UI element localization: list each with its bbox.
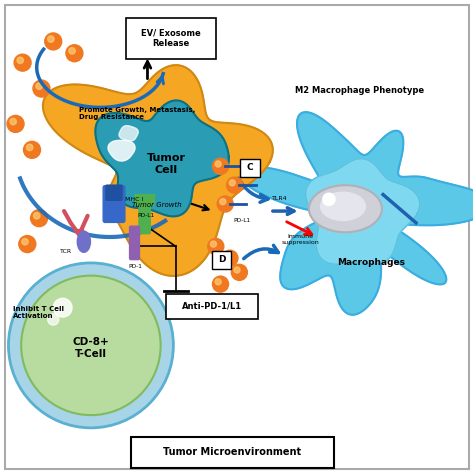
Circle shape xyxy=(227,177,243,193)
Circle shape xyxy=(24,141,40,158)
Circle shape xyxy=(45,33,62,50)
Circle shape xyxy=(210,241,217,247)
Text: Inhibit T Cell
Activation: Inhibit T Cell Activation xyxy=(13,306,64,319)
FancyBboxPatch shape xyxy=(5,5,469,469)
Circle shape xyxy=(10,118,17,125)
FancyBboxPatch shape xyxy=(106,185,122,200)
Circle shape xyxy=(323,193,335,205)
Circle shape xyxy=(22,238,28,245)
Circle shape xyxy=(33,80,50,97)
Polygon shape xyxy=(239,112,474,315)
Circle shape xyxy=(14,54,31,71)
Text: D: D xyxy=(218,255,225,264)
Polygon shape xyxy=(95,100,229,217)
Circle shape xyxy=(231,264,247,280)
Circle shape xyxy=(229,180,235,186)
Circle shape xyxy=(36,83,42,90)
Circle shape xyxy=(53,298,72,317)
Circle shape xyxy=(66,45,83,62)
Circle shape xyxy=(47,314,59,325)
FancyBboxPatch shape xyxy=(103,186,125,222)
FancyBboxPatch shape xyxy=(129,226,139,260)
Text: Immune
suppression: Immune suppression xyxy=(282,234,319,245)
Text: Macrophages: Macrophages xyxy=(337,258,405,267)
Polygon shape xyxy=(119,126,138,141)
Ellipse shape xyxy=(320,192,365,220)
Text: PD-L1: PD-L1 xyxy=(233,218,250,223)
Circle shape xyxy=(19,236,36,253)
Circle shape xyxy=(21,276,161,415)
Circle shape xyxy=(217,196,233,212)
Text: PD-1: PD-1 xyxy=(128,264,143,269)
Text: TCR: TCR xyxy=(60,249,73,254)
FancyBboxPatch shape xyxy=(131,438,334,468)
Polygon shape xyxy=(108,140,135,161)
Circle shape xyxy=(234,267,240,273)
Text: TLR4: TLR4 xyxy=(273,196,288,201)
Circle shape xyxy=(9,263,173,428)
Text: C: C xyxy=(246,163,253,172)
Circle shape xyxy=(48,36,54,42)
Circle shape xyxy=(31,210,47,227)
FancyBboxPatch shape xyxy=(139,196,150,234)
Circle shape xyxy=(212,276,228,292)
FancyBboxPatch shape xyxy=(126,18,216,59)
Circle shape xyxy=(220,199,226,205)
Circle shape xyxy=(212,158,228,174)
Circle shape xyxy=(215,279,221,285)
Text: Tumor Growth: Tumor Growth xyxy=(132,202,182,208)
Text: EV/ Exosome
Release: EV/ Exosome Release xyxy=(141,28,201,48)
Text: Promote Growth, Metastasis,
Drug Resistance: Promote Growth, Metastasis, Drug Resista… xyxy=(79,107,195,120)
Text: CD-8+
T-Cell: CD-8+ T-Cell xyxy=(73,337,109,358)
Text: Tumor
Cell: Tumor Cell xyxy=(147,153,186,175)
Text: M2 Macrophage Phenotype: M2 Macrophage Phenotype xyxy=(295,86,424,95)
Polygon shape xyxy=(306,159,420,264)
Ellipse shape xyxy=(309,185,382,232)
Text: Tumor Microenvironment: Tumor Microenvironment xyxy=(163,447,301,457)
Ellipse shape xyxy=(77,231,91,252)
Circle shape xyxy=(222,250,238,266)
Circle shape xyxy=(225,253,231,259)
Circle shape xyxy=(215,161,221,167)
FancyBboxPatch shape xyxy=(211,251,231,269)
Text: PD-L1: PD-L1 xyxy=(137,213,154,219)
FancyBboxPatch shape xyxy=(135,195,155,205)
Text: Anti-PD-1/L1: Anti-PD-1/L1 xyxy=(182,302,242,311)
Circle shape xyxy=(69,48,75,54)
Circle shape xyxy=(27,144,33,151)
Text: MHC I: MHC I xyxy=(125,197,143,202)
FancyBboxPatch shape xyxy=(240,159,260,177)
FancyBboxPatch shape xyxy=(166,293,258,319)
Circle shape xyxy=(208,238,224,255)
Polygon shape xyxy=(43,65,273,276)
Circle shape xyxy=(17,57,23,64)
Circle shape xyxy=(7,116,24,132)
Circle shape xyxy=(34,212,40,219)
